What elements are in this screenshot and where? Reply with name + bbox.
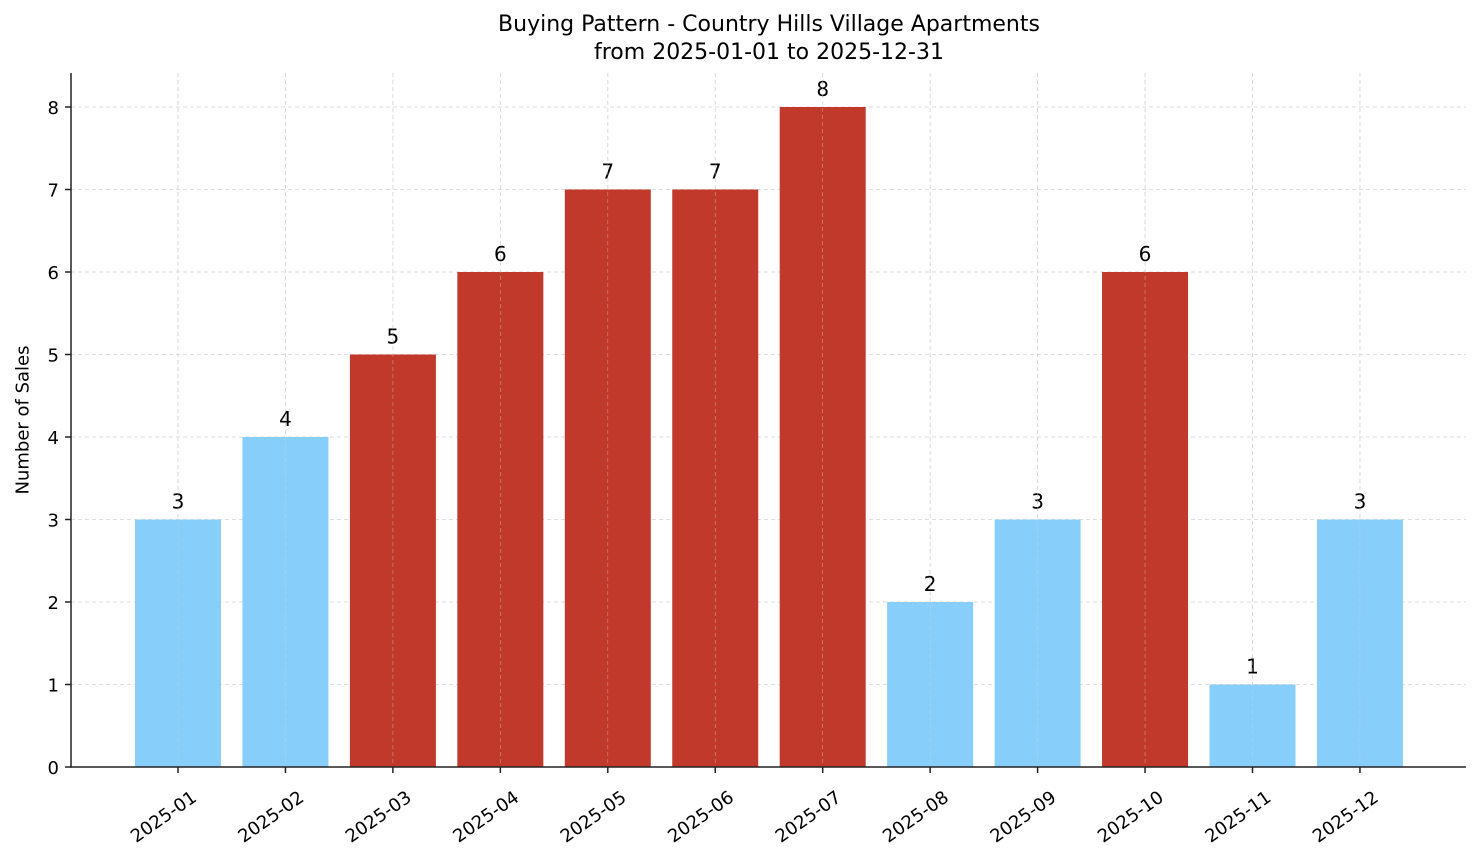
- chart-title: Buying Pattern - Country Hills Village A…: [0, 11, 1481, 67]
- bar-value-label: 6: [1139, 242, 1152, 266]
- x-tick-label: 2025-07: [772, 787, 846, 847]
- x-tick-label: 2025-11: [1201, 787, 1275, 847]
- y-tick-label: 3: [48, 511, 59, 532]
- y-tick-label: 8: [48, 98, 59, 119]
- y-tick-label: 1: [48, 676, 59, 697]
- x-tick-label: 2025-10: [1094, 787, 1168, 847]
- bar-value-label: 5: [387, 325, 400, 349]
- x-tick-label: 2025-12: [1309, 787, 1383, 847]
- x-tick-label: 2025-05: [557, 787, 631, 847]
- chart-title-main: Buying Pattern - Country Hills Village A…: [498, 12, 1040, 37]
- x-tick-label: 2025-06: [664, 787, 738, 847]
- y-tick-label: 7: [48, 181, 59, 202]
- x-tick-label: 2025-02: [234, 787, 308, 847]
- y-tick-label: 6: [48, 263, 59, 284]
- bar-value-label: 1: [1246, 655, 1259, 679]
- x-tick-label: 2025-08: [879, 787, 953, 847]
- y-tick-label: 4: [48, 428, 59, 449]
- x-tick-label: 2025-01: [127, 787, 201, 847]
- y-tick-label: 2: [48, 593, 59, 614]
- bar-value-label: 6: [494, 242, 507, 266]
- x-tick-label: 2025-03: [342, 787, 416, 847]
- y-tick-label: 5: [48, 346, 59, 367]
- x-tick-label: 2025-04: [449, 787, 523, 847]
- chart-subtitle: from 2025-01-01 to 2025-12-31: [594, 40, 944, 65]
- y-tick-label: 0: [48, 758, 59, 779]
- x-tick-label: 2025-09: [987, 787, 1061, 847]
